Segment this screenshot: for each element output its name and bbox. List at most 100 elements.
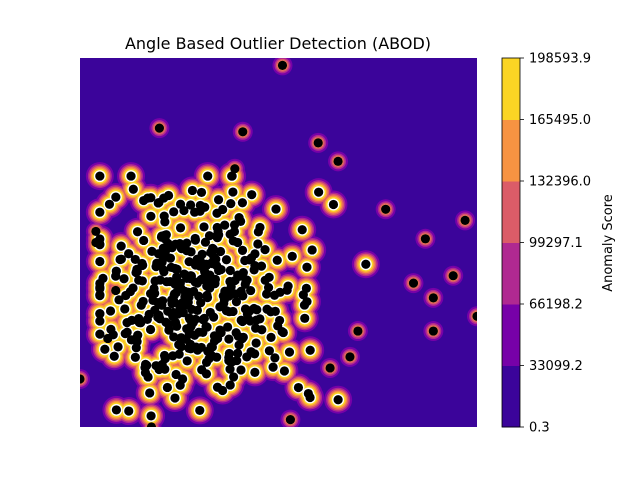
data-point (228, 306, 238, 317)
data-point (182, 356, 192, 366)
data-point (134, 313, 144, 324)
data-point (104, 199, 115, 209)
data-point (145, 388, 155, 398)
data-point (224, 334, 234, 344)
data-point (95, 329, 105, 339)
data-point (180, 295, 190, 305)
colorbar-label: Anomaly Score (601, 194, 616, 292)
data-point (162, 382, 173, 393)
cluster-points (95, 171, 371, 421)
data-point (167, 243, 177, 253)
outlier-point (238, 127, 248, 137)
data-point (264, 346, 275, 356)
data-point (236, 315, 246, 325)
data-point (251, 338, 261, 348)
data-point (146, 211, 156, 221)
data-point (223, 322, 233, 332)
data-point (186, 200, 196, 210)
data-point (277, 327, 287, 337)
data-point (130, 352, 140, 362)
colorbar-segment (502, 304, 520, 366)
colorbar-tick-label: 99297.1 (529, 236, 583, 251)
data-point (153, 198, 163, 208)
data-point (229, 220, 240, 230)
data-point (139, 235, 149, 246)
data-point (284, 347, 295, 357)
data-point (228, 187, 238, 197)
data-point (134, 275, 144, 285)
data-point (293, 382, 304, 393)
data-point (95, 290, 105, 301)
data-point (246, 285, 256, 296)
data-point (100, 344, 110, 354)
data-point (192, 305, 202, 315)
data-point (192, 254, 202, 264)
outlier-point (285, 415, 296, 425)
outlier-point (111, 285, 121, 296)
data-point (220, 286, 230, 296)
data-point (224, 352, 234, 363)
data-point (175, 199, 186, 209)
data-point (157, 300, 167, 310)
data-point (260, 275, 270, 285)
data-point (201, 259, 211, 269)
data-point (211, 231, 221, 241)
data-point (261, 289, 272, 299)
data-point (231, 297, 242, 307)
colorbar-segment (502, 242, 520, 305)
outlier-point (472, 311, 477, 321)
data-point (361, 259, 371, 269)
data-point (282, 285, 292, 295)
data-point (119, 274, 129, 284)
data-point (270, 353, 280, 363)
data-point (237, 198, 248, 208)
data-point (255, 222, 265, 233)
chart-title: Angle Based Outlier Detection (ABOD) (125, 34, 431, 53)
data-point (250, 367, 260, 377)
data-point (95, 309, 105, 319)
data-point (187, 185, 198, 196)
data-point (190, 207, 200, 217)
data-point (116, 241, 126, 251)
colorbar-segment (502, 365, 520, 428)
data-point (202, 293, 213, 303)
outlier-point (420, 234, 430, 244)
colorbar-tick-label: 198593.9 (529, 52, 591, 67)
data-point (208, 312, 219, 322)
data-point (247, 190, 257, 200)
data-point (199, 222, 209, 232)
data-point (269, 290, 280, 300)
data-point (114, 295, 124, 305)
data-point (170, 393, 180, 403)
data-point (250, 249, 260, 259)
data-point (140, 359, 151, 369)
data-point (95, 316, 105, 326)
colorbar-tick-label: 66198.2 (529, 298, 583, 313)
data-point (266, 332, 276, 342)
data-point (252, 305, 262, 315)
data-point (144, 309, 154, 319)
colorbar-segment (502, 119, 520, 182)
colorbar-tick-label: 165495.0 (529, 113, 591, 128)
data-point (111, 405, 121, 415)
colorbar-segment (502, 181, 520, 243)
data-point (121, 290, 131, 301)
data-point (204, 231, 215, 241)
data-point (246, 347, 256, 357)
data-point (113, 342, 123, 352)
data-point (182, 288, 192, 299)
outlier-point (325, 363, 335, 373)
data-point (227, 171, 237, 181)
data-point (136, 300, 146, 310)
data-point (164, 325, 174, 335)
data-point (182, 273, 192, 283)
data-point (95, 171, 105, 181)
data-point (154, 364, 164, 375)
data-point (234, 271, 245, 281)
data-point (213, 195, 224, 205)
data-point (210, 274, 221, 285)
data-point (302, 262, 312, 272)
data-point (297, 225, 307, 235)
data-point (165, 276, 175, 287)
